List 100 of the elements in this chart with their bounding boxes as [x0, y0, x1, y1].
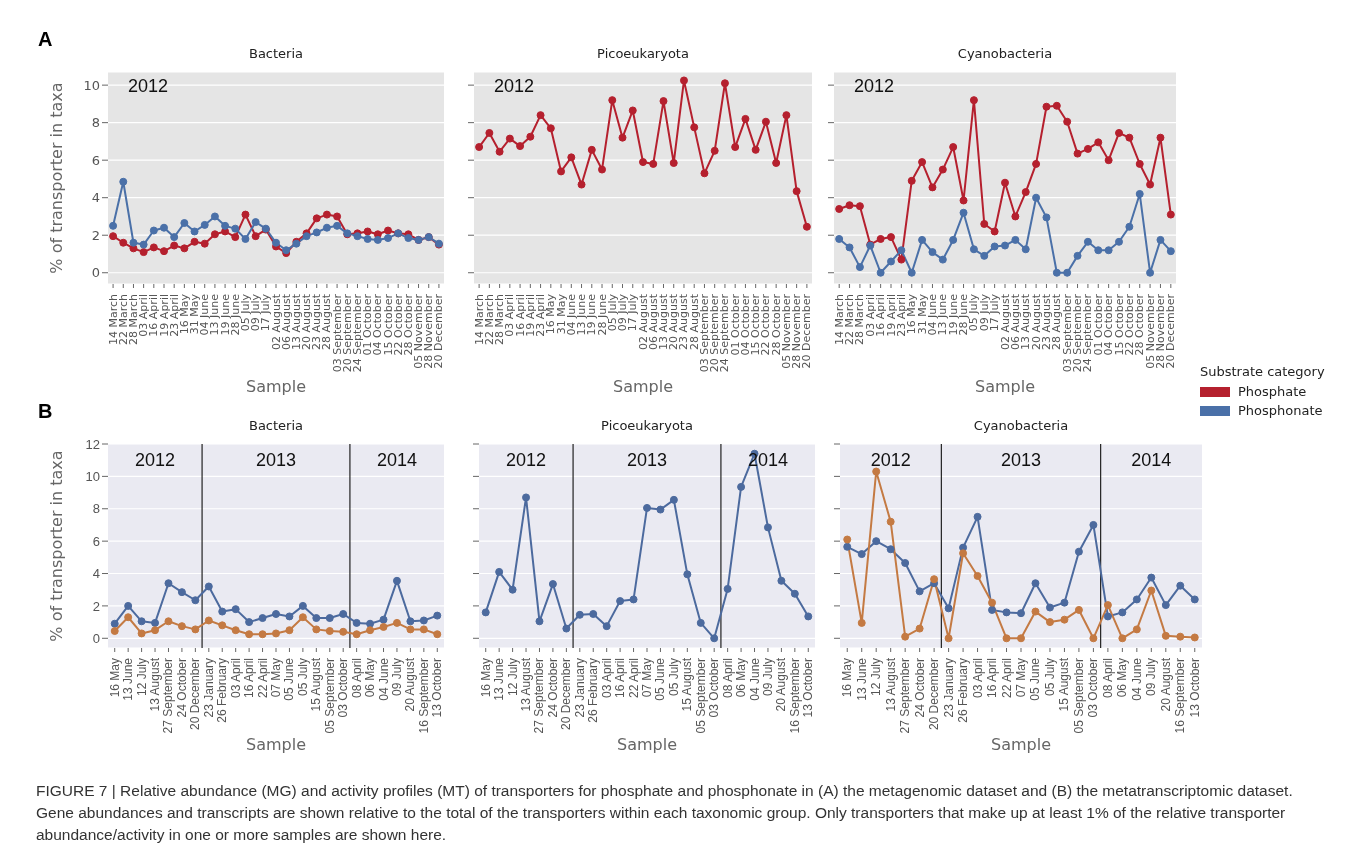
- x-axis-title: Sample: [975, 377, 1035, 396]
- x-tick-label: 12 July: [134, 658, 149, 697]
- annotation: 2013: [1000, 450, 1042, 471]
- x-tick-label: 22 April: [999, 658, 1014, 699]
- x-tick-label: 15 August: [1057, 657, 1072, 712]
- x-axis-title: Sample: [617, 735, 677, 754]
- text: B: [38, 400, 53, 423]
- x-tick-label: 20 December: [559, 658, 574, 731]
- x-tick-label: 03 April: [970, 658, 985, 699]
- x-tick-label: 05 September: [693, 658, 708, 734]
- annotation: 2014: [1131, 450, 1172, 471]
- x-tick-label: 14 March: [832, 293, 846, 346]
- x-tick-label: 12 July: [505, 658, 520, 697]
- x-tick-label: 16 April: [147, 294, 161, 337]
- x-tick-label: 20 December: [800, 293, 814, 369]
- annotation: 2012: [870, 450, 911, 471]
- x-tick-label: 05 July: [666, 658, 681, 697]
- x-tick-label: 23 January: [572, 658, 587, 718]
- x-tick-label: 13 August: [883, 657, 898, 712]
- x-axis-title: Sample: [246, 377, 306, 396]
- x-tick-label: 06 May: [1115, 658, 1130, 698]
- x-tick-label: 13 August: [519, 657, 534, 712]
- x-tick-label: 16 April: [874, 294, 888, 337]
- chart-title: Bacteria: [247, 418, 305, 433]
- x-tick-label: 20 December: [432, 293, 446, 369]
- chart-title: Bacteria: [247, 46, 305, 61]
- y-tick-label: 6: [92, 533, 100, 549]
- x-tick-label: 16 May: [107, 658, 122, 698]
- x-tick-label: 26 February: [215, 658, 230, 723]
- x-tick-label: 27 September: [532, 658, 547, 734]
- x-tick-label: 24 October: [545, 658, 560, 718]
- x-tick-label: 08 April: [1100, 658, 1115, 699]
- y-tick-label: 4: [91, 190, 100, 206]
- x-axis-title: Sample: [246, 735, 306, 754]
- x-tick-label: 08 April: [349, 658, 364, 699]
- y-tick-label: 4: [92, 566, 100, 582]
- annotation: 2013: [626, 450, 668, 471]
- x-tick-label: 16 September: [1173, 658, 1188, 734]
- x-tick-label: 20 December: [188, 658, 203, 731]
- x-tick-label: 16 September: [416, 658, 431, 734]
- x-tick-label: 03 April: [503, 294, 517, 337]
- x-tick-label: 15 August: [309, 657, 324, 712]
- x-tick-label: 16 May: [478, 658, 493, 698]
- x-axis-title: Sample: [991, 735, 1051, 754]
- x-tick-label: 16 April: [242, 658, 257, 699]
- x-tick-label: 05 September: [1071, 658, 1086, 734]
- y-tick-label: 8: [91, 115, 100, 131]
- x-tick-label: 05 September: [322, 658, 337, 734]
- x-tick-label: 03 October: [1086, 658, 1101, 718]
- x-tick-label: 27 September: [898, 658, 913, 734]
- x-axis-title: Sample: [613, 377, 673, 396]
- chart-title: Picoeukaryota: [600, 418, 694, 433]
- chart-title: Cyanobacteria: [956, 46, 1054, 61]
- annotation: 2012: [135, 450, 176, 471]
- x-tick-label: 03 October: [707, 658, 722, 718]
- x-tick-label: 16 May: [840, 658, 855, 698]
- x-tick-label: 08 April: [720, 658, 735, 699]
- x-tick-label: 09 July: [760, 658, 775, 697]
- x-tick-label: 24 October: [174, 658, 189, 718]
- x-tick-label: 23 January: [201, 658, 216, 718]
- x-tick-label: 13 October: [430, 658, 445, 718]
- x-tick-label: 20 December: [927, 658, 942, 731]
- annotation: 2012: [494, 76, 535, 97]
- x-tick-label: 15 August: [680, 657, 695, 712]
- chart-title: Picoeukaryota: [596, 46, 690, 61]
- x-tick-label: 04 June: [376, 657, 391, 701]
- y-tick-label: 0: [91, 265, 100, 281]
- text: A: [38, 28, 53, 51]
- x-tick-label: 26 February: [586, 658, 601, 723]
- annotation: 2012: [854, 76, 895, 97]
- x-tick-label: 09 July: [1144, 658, 1159, 697]
- x-tick-label: 13 June: [854, 657, 869, 701]
- x-tick-label: 13 August: [148, 657, 163, 712]
- y-axis-title: % of transporter in taxa: [46, 82, 66, 274]
- y-tick-label: 8: [92, 501, 100, 517]
- x-tick-label: 04 June: [1129, 657, 1144, 701]
- x-tick-label: 20 August: [774, 657, 789, 712]
- x-tick-label: 16 April: [985, 658, 1000, 699]
- x-tick-label: 12 July: [869, 658, 884, 697]
- y-tick-label: 0: [92, 630, 100, 646]
- legend-label: Phosphate: [1238, 384, 1307, 399]
- y-tick-label: 2: [91, 227, 100, 243]
- x-tick-label: 16 May: [544, 293, 558, 335]
- x-tick-label: 16 May: [905, 293, 919, 335]
- y-tick-label: 10: [83, 77, 100, 93]
- x-tick-label: 13 June: [121, 657, 136, 701]
- y-tick-label: 6: [91, 152, 100, 168]
- legend-title: Substrate category: [1200, 364, 1325, 379]
- x-tick-label: 13 October: [801, 658, 816, 718]
- annotation: 2013: [255, 450, 297, 471]
- x-tick-label: 13 October: [1187, 658, 1202, 718]
- x-tick-label: 27 September: [161, 658, 176, 734]
- x-tick-label: 03 October: [336, 658, 351, 718]
- x-tick-label: 05 July: [295, 658, 310, 697]
- x-tick-label: 05 June: [282, 657, 297, 701]
- x-tick-label: 16 April: [613, 658, 628, 699]
- x-tick-label: 22 April: [626, 658, 641, 699]
- x-tick-label: 09 July: [389, 658, 404, 697]
- x-tick-label: 06 May: [734, 658, 749, 698]
- x-tick-label: 03 April: [228, 658, 243, 699]
